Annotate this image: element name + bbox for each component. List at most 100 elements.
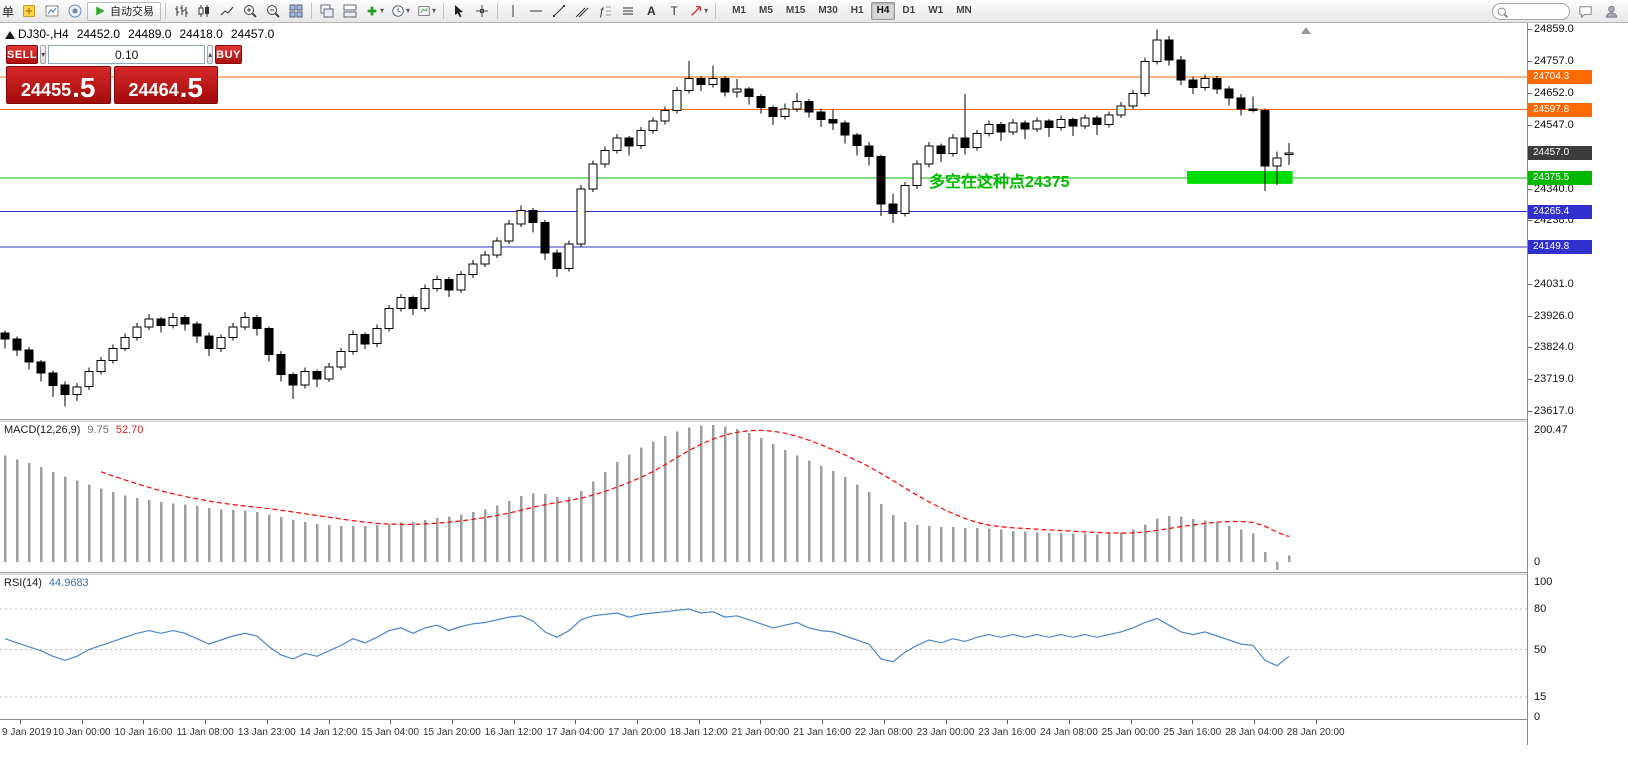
high-value: 24489.0	[128, 27, 172, 41]
rsi-value: 44.9683	[48, 577, 89, 589]
sell-button[interactable]: SELL	[6, 45, 39, 64]
timeframe-button-m30[interactable]: M30	[818, 5, 838, 16]
time-tick-mark	[1315, 720, 1317, 724]
time-label: 17 Jan 20:00	[608, 727, 666, 738]
time-axis[interactable]: 9 Jan 2019 10 Jan 00:00 10 Jan 16:00 11 Jan…	[0, 719, 1527, 745]
arrange-windows-icon	[343, 4, 357, 18]
horizontal-line-tool-button[interactable]	[525, 2, 547, 21]
line-chart-type-button[interactable]	[216, 2, 238, 21]
tile-windows-button[interactable]	[285, 2, 307, 21]
search-input[interactable]	[1493, 3, 1569, 19]
community-button[interactable]	[64, 2, 86, 21]
chart-shift-marker[interactable]	[1301, 27, 1311, 34]
sell-price-main: 24455	[21, 80, 72, 100]
pane-separator-macd[interactable]	[0, 419, 1527, 422]
text-tool-button[interactable]: A	[640, 2, 662, 21]
timeframe-button-d1[interactable]: D1	[902, 5, 916, 16]
bar-chart-type-button[interactable]	[170, 2, 192, 21]
svg-text:ƒ: ƒ	[599, 6, 605, 18]
arrows-tool-button[interactable]: ▾	[686, 2, 711, 21]
timeframe-button-w1[interactable]: W1	[928, 5, 944, 16]
svg-text:多空在这种点24375: 多空在这种点24375	[929, 172, 1070, 191]
rsi-indicator-pane[interactable]	[0, 575, 1527, 719]
one-click-trading-panel: SELL ▾ ▴ BUY 24455 .5 24464 .5	[6, 45, 242, 104]
time-tick-mark	[760, 720, 762, 724]
toolbar-extra-button-1[interactable]	[1574, 2, 1596, 21]
one-click-collapse-toggle[interactable]	[5, 31, 15, 39]
low-value: 24418.0	[179, 27, 223, 41]
shapes-tool-button[interactable]	[617, 2, 639, 21]
sell-price-frac: .5	[72, 71, 96, 103]
time-tick-mark	[637, 720, 638, 724]
timeframe-button-mn[interactable]: MN	[956, 5, 972, 16]
timeframe-button-m1[interactable]: M1	[732, 5, 746, 16]
toolbar-separator	[165, 3, 167, 19]
time-tick-mark	[20, 720, 21, 724]
time-tick-mark	[143, 720, 145, 724]
price-scale[interactable]: 24859.0 24757.0 24652.0 24547.0 24340.0 24238…	[1527, 23, 1628, 745]
autotrading-play-icon	[96, 6, 105, 16]
macd-indicator-pane[interactable]	[0, 422, 1527, 572]
template-button[interactable]: ▾	[414, 2, 439, 21]
buy-price-button[interactable]: 24464 .5	[113, 66, 218, 104]
lot-increase-button[interactable]: ▴	[207, 45, 214, 64]
pane-separator-rsi[interactable]	[0, 572, 1527, 575]
time-tick-mark	[328, 720, 330, 724]
tile-windows-icon	[289, 4, 303, 18]
trendline-tool-button[interactable]	[548, 2, 570, 21]
bar-chart-type-icon	[175, 5, 189, 17]
time-label: 15 Jan 04:00	[361, 727, 420, 738]
lot-size-input[interactable]	[48, 45, 206, 64]
chart-window-icon	[45, 5, 59, 17]
price-tick-label: 24757.0	[1534, 55, 1574, 67]
menu-fragment[interactable]: 单	[2, 4, 15, 19]
label-tool-button[interactable]: T	[663, 2, 685, 21]
chart-area[interactable]: 多空在这种点24375 9 Jan 2019 10 Jan 00:00 10 Jan…	[0, 23, 1527, 745]
channel-tool-button[interactable]	[571, 2, 593, 21]
fibonacci-tool-button[interactable]: ƒ	[594, 2, 616, 21]
buy-button[interactable]: BUY	[215, 45, 242, 64]
vertical-line-tool-button[interactable]	[502, 2, 524, 21]
time-tick-mark	[1007, 720, 1009, 724]
chart-window-button[interactable]	[41, 2, 63, 21]
dropdown-caret-icon: ▾	[704, 6, 709, 15]
lot-dropdown-button[interactable]: ▾	[40, 45, 47, 64]
text-icon: A	[647, 4, 656, 18]
timeframe-button-m5[interactable]: M5	[758, 5, 773, 16]
search-box[interactable]	[1492, 2, 1570, 20]
price-level-badge: 24149.8	[1528, 240, 1592, 254]
zoom-in-button[interactable]	[239, 2, 261, 21]
sell-price-button[interactable]: 24455 .5	[6, 66, 111, 104]
crosshair-button[interactable]	[471, 2, 493, 21]
cursor-button[interactable]	[448, 2, 470, 21]
add-indicator-button[interactable]: ▾	[362, 2, 387, 21]
macd-main-value: 9.75	[87, 424, 109, 436]
price-tick-mark	[1528, 316, 1532, 317]
timeframe-button-h1[interactable]: H1	[850, 5, 864, 16]
price-chart-pane[interactable]: 多空在这种点24375	[0, 23, 1527, 419]
candle-chart-type-button[interactable]	[193, 2, 215, 21]
macd-title: MACD(12,26,9)	[4, 424, 81, 436]
periods-button[interactable]: ▾	[388, 2, 413, 21]
arrange-windows-button[interactable]	[339, 2, 361, 21]
price-tick-label: 23617.0	[1534, 405, 1574, 417]
time-label: 10 Jan 00:00	[52, 727, 111, 738]
time-tick-mark	[1254, 720, 1255, 724]
time-tick-mark	[1130, 720, 1132, 724]
zoom-out-button[interactable]	[262, 2, 284, 21]
candle-chart-type-icon	[198, 5, 210, 17]
timeframe-button-h4[interactable]: H4	[870, 2, 896, 20]
time-label: 21 Jan 00:00	[731, 727, 790, 738]
time-tick-mark	[1192, 720, 1194, 724]
new-order-button[interactable]	[18, 2, 40, 21]
autotrading-button[interactable]: 自动交易	[87, 1, 162, 21]
price-tick-mark	[1528, 61, 1532, 62]
crosshair-icon	[476, 5, 489, 17]
time-tick-mark	[513, 720, 515, 724]
cascade-windows-button[interactable]	[316, 2, 338, 21]
time-label: 11 Jan 08:00	[176, 727, 234, 738]
toolbar-extra-button-2[interactable]	[1600, 2, 1622, 21]
timeframe-button-m15[interactable]: M15	[785, 5, 806, 16]
price-tick-label: 24652.0	[1534, 87, 1574, 99]
